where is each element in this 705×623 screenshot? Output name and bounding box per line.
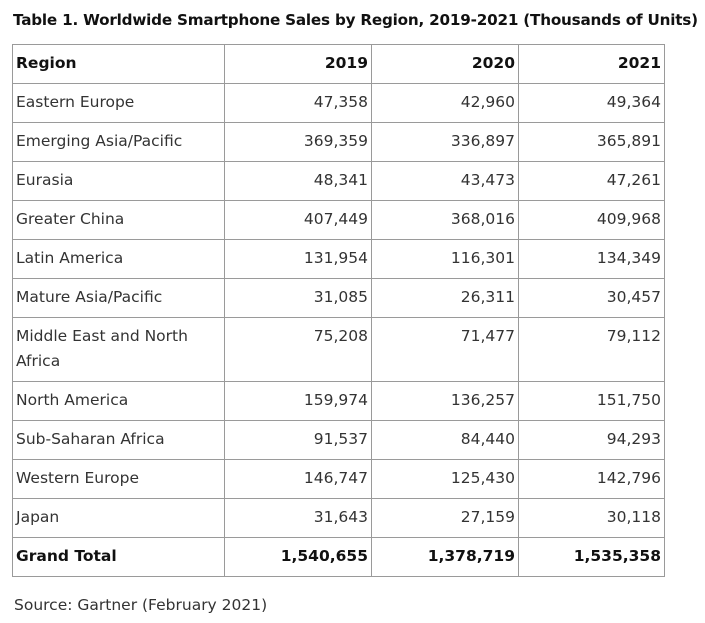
region-cell: Latin America (12, 239, 225, 279)
value-2020-cell: 368,016 (371, 200, 519, 240)
table-row: Middle East and North Africa 75,208 71,4… (12, 317, 665, 382)
region-cell: Japan (12, 498, 225, 538)
table-row: Western Europe 146,747 125,430 142,796 (12, 459, 665, 499)
table-row: Greater China 407,449 368,016 409,968 (12, 200, 665, 240)
table-caption: Table 1. Worldwide Smartphone Sales by R… (13, 11, 698, 29)
table-row: Emerging Asia/Pacific 369,359 336,897 36… (12, 122, 665, 162)
value-2019-cell: 369,359 (224, 122, 372, 162)
value-2020-cell: 27,159 (371, 498, 519, 538)
grand-total-2020: 1,378,719 (371, 537, 519, 577)
table-row: Latin America 131,954 116,301 134,349 (12, 239, 665, 279)
table-row: Japan 31,643 27,159 30,118 (12, 498, 665, 538)
value-2020-cell: 125,430 (371, 459, 519, 499)
value-2020-cell: 116,301 (371, 239, 519, 279)
region-cell: North America (12, 381, 225, 421)
table-row: Mature Asia/Pacific 31,085 26,311 30,457 (12, 278, 665, 318)
value-2019-cell: 47,358 (224, 83, 372, 123)
header-2020: 2020 (371, 44, 519, 84)
region-cell: Mature Asia/Pacific (12, 278, 225, 318)
region-cell: Western Europe (12, 459, 225, 499)
header-2019: 2019 (224, 44, 372, 84)
value-2019-cell: 407,449 (224, 200, 372, 240)
value-2021-cell: 151,750 (518, 381, 665, 421)
value-2021-cell: 49,364 (518, 83, 665, 123)
value-2019-cell: 75,208 (224, 317, 372, 382)
value-2020-cell: 26,311 (371, 278, 519, 318)
grand-total-label: Grand Total (12, 537, 225, 577)
value-2021-cell: 47,261 (518, 161, 665, 201)
region-cell: Eastern Europe (12, 83, 225, 123)
value-2021-cell: 30,118 (518, 498, 665, 538)
grand-total-row: Grand Total 1,540,655 1,378,719 1,535,35… (12, 537, 665, 577)
region-cell: Eurasia (12, 161, 225, 201)
header-region: Region (12, 44, 225, 84)
value-2019-cell: 91,537 (224, 420, 372, 460)
value-2019-cell: 31,085 (224, 278, 372, 318)
source-note: Source: Gartner (February 2021) (14, 596, 268, 614)
grand-total-2021: 1,535,358 (518, 537, 665, 577)
value-2019-cell: 146,747 (224, 459, 372, 499)
header-2021: 2021 (518, 44, 665, 84)
region-cell: Greater China (12, 200, 225, 240)
value-2021-cell: 142,796 (518, 459, 665, 499)
table-row: Sub-Saharan Africa 91,537 84,440 94,293 (12, 420, 665, 460)
grand-total-2019: 1,540,655 (224, 537, 372, 577)
value-2020-cell: 136,257 (371, 381, 519, 421)
value-2021-cell: 134,349 (518, 239, 665, 279)
value-2019-cell: 31,643 (224, 498, 372, 538)
value-2019-cell: 159,974 (224, 381, 372, 421)
value-2021-cell: 409,968 (518, 200, 665, 240)
table-row: North America 159,974 136,257 151,750 (12, 381, 665, 421)
value-2021-cell: 365,891 (518, 122, 665, 162)
table-row: Eastern Europe 47,358 42,960 49,364 (12, 83, 665, 123)
region-cell: Middle East and North Africa (12, 317, 225, 382)
value-2021-cell: 94,293 (518, 420, 665, 460)
table-header-row: Region 2019 2020 2021 (12, 44, 665, 84)
value-2020-cell: 84,440 (371, 420, 519, 460)
table-row: Eurasia 48,341 43,473 47,261 (12, 161, 665, 201)
value-2021-cell: 79,112 (518, 317, 665, 382)
value-2019-cell: 48,341 (224, 161, 372, 201)
sales-table: Region 2019 2020 2021 Eastern Europe 47,… (12, 44, 665, 577)
value-2020-cell: 43,473 (371, 161, 519, 201)
value-2020-cell: 336,897 (371, 122, 519, 162)
value-2020-cell: 42,960 (371, 83, 519, 123)
value-2021-cell: 30,457 (518, 278, 665, 318)
region-cell: Emerging Asia/Pacific (12, 122, 225, 162)
value-2020-cell: 71,477 (371, 317, 519, 382)
region-cell: Sub-Saharan Africa (12, 420, 225, 460)
value-2019-cell: 131,954 (224, 239, 372, 279)
